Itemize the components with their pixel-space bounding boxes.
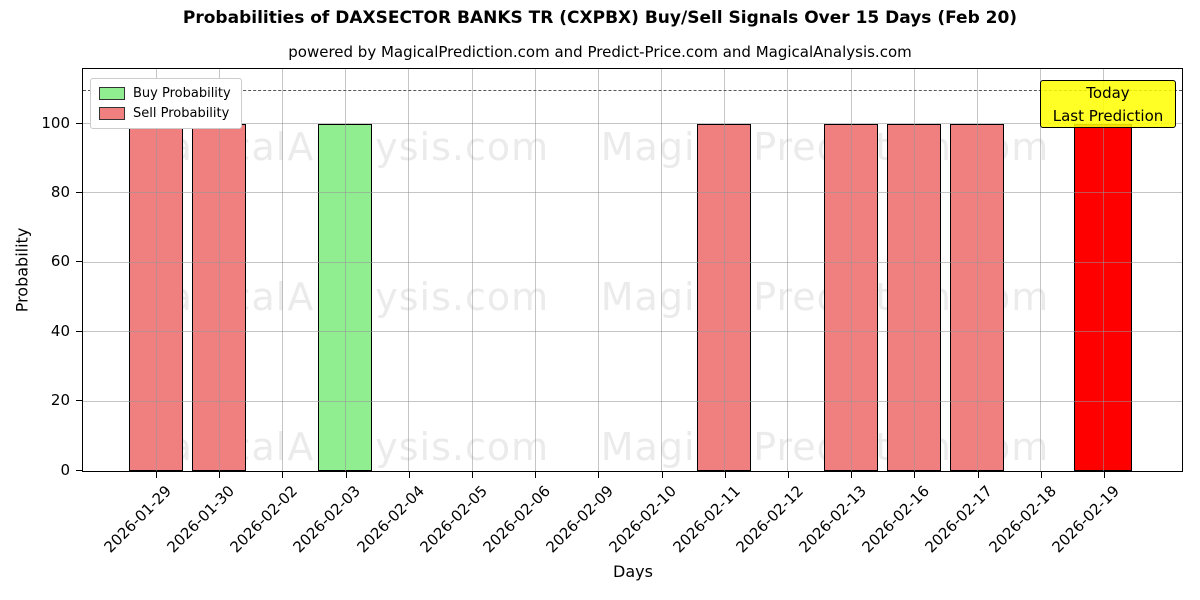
x-tick [408,472,410,478]
h-gridline [83,400,1182,402]
x-tick-label: 2026-01-30 [163,482,239,557]
v-gridline [534,69,536,471]
v-gridline [597,69,599,471]
chart-title: Probabilities of DAXSECTOR BANKS TR (CXP… [182,8,1018,28]
x-tick-label: 2026-02-18 [985,482,1060,557]
v-gridline [155,69,157,471]
legend-label: Sell Probability [133,106,230,121]
v-gridline [787,69,789,471]
v-gridline [1103,69,1105,471]
x-tick [724,472,726,478]
y-tick [76,261,82,263]
y-tick-label: 40 [50,321,70,340]
h-gridline [83,261,1182,263]
h-gridline [83,192,1182,194]
x-tick [345,472,347,478]
x-tick-label: 2026-02-02 [226,482,302,557]
v-gridline [471,69,473,471]
x-tick-label: 2026-02-03 [290,482,365,557]
x-tick-label: 2026-01-29 [100,482,175,557]
legend-label: Buy Probability [133,86,231,101]
v-gridline [724,69,726,471]
annotation-line-1: Today [1086,84,1130,102]
v-gridline [1040,69,1042,471]
x-tick [661,472,663,478]
x-tick [1103,472,1105,478]
x-tick-label: 2026-02-09 [542,482,618,557]
x-tick [472,472,474,478]
chart-subtitle: powered by MagicalPrediction.com and Pre… [288,43,912,61]
y-tick [76,330,82,332]
v-gridline [661,69,663,471]
x-tick-label: 2026-02-16 [858,482,934,557]
x-tick [914,472,916,478]
x-tick-label: 2026-02-10 [605,482,681,557]
y-tick-label: 100 [41,113,70,132]
buy-swatch-icon [99,87,125,100]
x-tick-label: 2026-02-12 [732,482,807,557]
x-tick-label: 2026-02-11 [669,482,744,557]
x-tick [1040,472,1042,478]
x-tick [535,472,537,478]
x-axis-title: Days [613,562,653,581]
x-tick [851,472,853,478]
x-tick [156,472,158,478]
y-tick-label: 20 [50,391,70,410]
v-gridline [345,69,347,471]
y-tick [76,191,82,193]
v-gridline [408,69,410,471]
x-tick-label: 2026-02-13 [795,482,870,557]
h-gridline [83,331,1182,333]
x-tick-label: 2026-02-06 [479,482,554,557]
v-gridline [850,69,852,471]
y-tick-label: 80 [50,182,70,201]
legend-item-buy: Buy Probability [99,86,231,101]
v-gridline [218,69,220,471]
threshold-dashed-line [83,90,1182,91]
x-tick-label: 2026-02-19 [1048,482,1123,557]
y-tick [76,122,82,124]
y-tick-label: 60 [50,252,70,271]
y-tick-label: 0 [60,460,70,479]
annotation-line-2: Last Prediction [1052,106,1164,125]
today-annotation: Today Last Prediction [1040,80,1176,128]
v-gridline [977,69,979,471]
x-tick [219,472,221,478]
x-tick [598,472,600,478]
y-axis-title: Probability [12,227,32,313]
v-gridline [281,69,283,471]
x-tick-label: 2026-02-17 [921,482,997,557]
legend: Buy Probability Sell Probability [90,78,242,129]
x-tick-label: 2026-02-05 [416,482,491,557]
sell-swatch-icon [99,107,125,120]
y-tick [76,400,82,402]
x-tick [787,472,789,478]
y-tick [76,469,82,471]
h-gridline [83,123,1182,124]
x-tick [977,472,979,478]
v-gridline [913,69,915,471]
x-tick-label: 2026-02-04 [353,482,428,557]
x-tick [282,472,284,478]
plot-area: MagicalAnalysis.com MagicalPrediction.co… [82,68,1183,472]
legend-item-sell: Sell Probability [99,106,231,121]
